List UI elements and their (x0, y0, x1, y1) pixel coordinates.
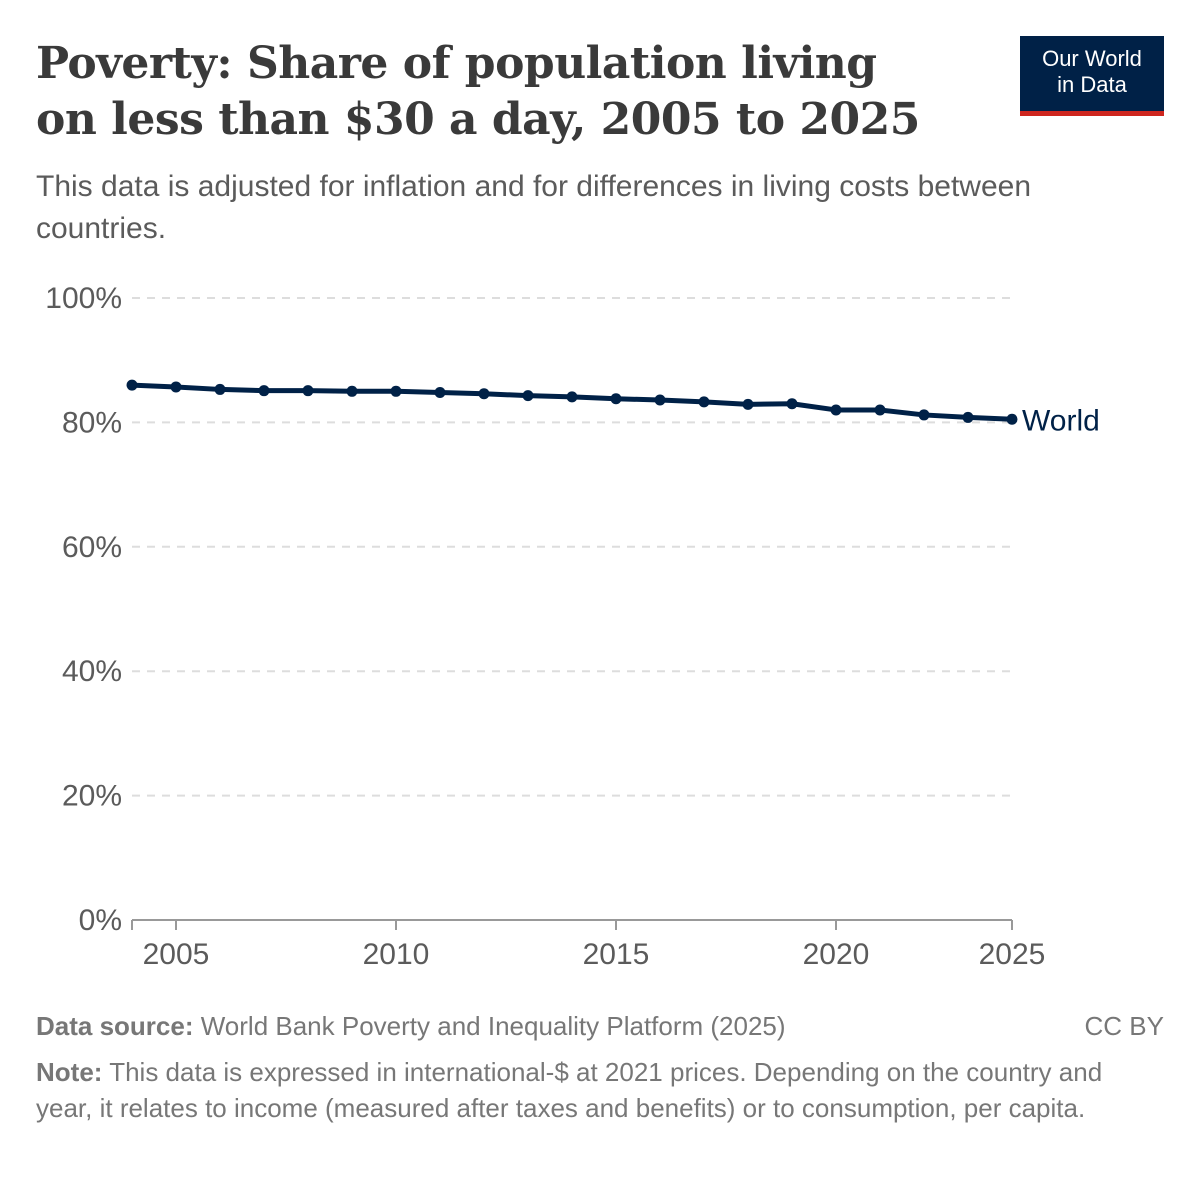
data-point (170, 381, 182, 393)
y-tick-label: 20% (62, 780, 122, 813)
data-point (610, 393, 622, 405)
owid-logo[interactable]: Our World in Data (1020, 36, 1164, 116)
data-point (566, 391, 578, 403)
x-tick-label: 2010 (363, 938, 430, 971)
series-world (126, 379, 1018, 425)
x-tick-label: 2005 (143, 938, 210, 971)
data-point (962, 411, 974, 423)
data-point (742, 398, 754, 410)
data-point (302, 385, 314, 397)
data-point (214, 383, 226, 395)
data-point (698, 396, 710, 408)
data-point (918, 409, 930, 421)
data-point (258, 385, 270, 397)
chart-title: Poverty: Share of population living on l… (36, 38, 920, 145)
data-point (1006, 413, 1018, 425)
series-label-world: World (1022, 404, 1100, 437)
x-tick-label: 2015 (583, 938, 650, 971)
y-tick-label: 0% (79, 904, 122, 937)
chart-note: Note: This data is expressed in internat… (36, 1054, 1164, 1126)
license-link[interactable]: CC BY (1084, 1011, 1164, 1041)
x-tick-label: 2025 (979, 938, 1046, 971)
data-point (830, 404, 842, 416)
note-text: This data is expressed in international-… (36, 1057, 1103, 1123)
x-tick-label: 2020 (803, 938, 870, 971)
data-source: Data source: World Bank Poverty and Ineq… (36, 1008, 1164, 1044)
y-tick-label: 80% (62, 406, 122, 439)
chart-subtitle: This data is adjusted for inflation and … (36, 170, 1032, 245)
data-point (786, 398, 798, 410)
data-point (522, 390, 534, 402)
logo-line-1: Our World (1042, 46, 1142, 71)
y-tick-label: 60% (62, 531, 122, 564)
data-point (874, 404, 886, 416)
data-point (654, 394, 666, 406)
y-tick-label: 40% (62, 655, 122, 688)
logo-line-2: in Data (1057, 72, 1127, 97)
note-label: Note: (36, 1057, 103, 1087)
data-point (478, 388, 490, 400)
line-chart: 0% 20% 40% 60% 80% 100% 2005 2010 2015 2020 2025 Wo… (45, 282, 1100, 971)
data-source-text[interactable]: World Bank Poverty and Inequality Platfo… (200, 1011, 786, 1041)
data-source-label: Data source: (36, 1011, 194, 1041)
data-point (390, 385, 402, 397)
data-point (126, 379, 138, 391)
y-tick-label: 100% (45, 282, 122, 315)
data-point (434, 387, 446, 399)
data-point (346, 385, 358, 397)
